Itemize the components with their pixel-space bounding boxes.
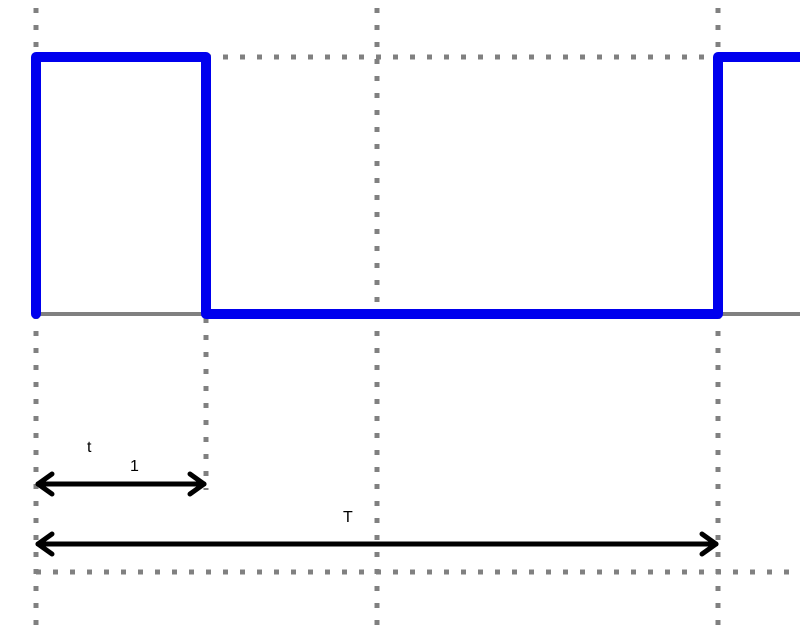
pulse-width-arrow <box>35 471 207 497</box>
pulse-width-label-t: t <box>87 439 92 456</box>
period-arrow <box>35 531 719 557</box>
period-label: T <box>343 509 353 526</box>
pulse-waveform <box>31 52 800 319</box>
pulse-width-label-subscript: 1 <box>130 458 139 475</box>
horizontal-grid <box>36 54 800 575</box>
